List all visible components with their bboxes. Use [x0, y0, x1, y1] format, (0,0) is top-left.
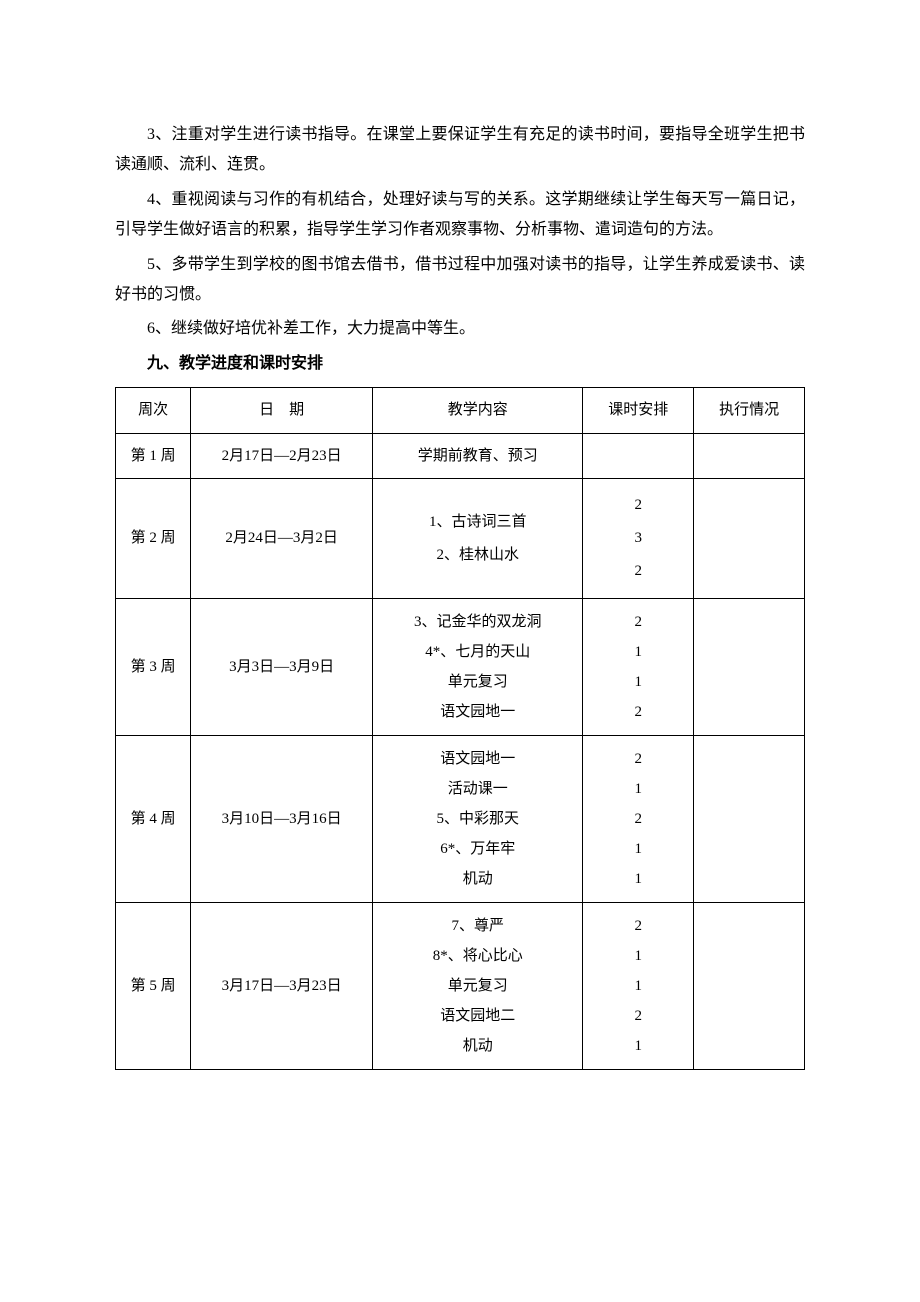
- cell-week: 第 1 周: [116, 433, 191, 479]
- table-row: 第 3 周 3月3日—3月9日 3、记金华的双龙洞 4*、七月的天山 单元复习 …: [116, 599, 805, 736]
- cell-status: [694, 599, 805, 736]
- hours-line: 1: [587, 864, 689, 894]
- header-content: 教学内容: [372, 388, 582, 434]
- table-header-row: 周次 日 期 教学内容 课时安排 执行情况: [116, 388, 805, 434]
- cell-hours: 2 1 1 2: [583, 599, 694, 736]
- hours-line: 2: [587, 911, 689, 941]
- hours-line: 2: [587, 804, 689, 834]
- hours-line: 2: [587, 607, 689, 637]
- content-line: 1、古诗词三首: [377, 506, 578, 539]
- content-line: 4*、七月的天山: [377, 637, 578, 667]
- paragraph-5: 5、多带学生到学校的图书馆去借书，借书过程中加强对读书的指导，让学生养成爱读书、…: [115, 250, 805, 311]
- table-row: 第 2 周 2月24日—3月2日 1、古诗词三首 2、桂林山水 2 3 2: [116, 479, 805, 599]
- cell-content: 语文园地一 活动课一 5、中彩那天 6*、万年牢 机动: [372, 736, 582, 903]
- content-line: 单元复习: [377, 971, 578, 1001]
- cell-content: 3、记金华的双龙洞 4*、七月的天山 单元复习 语文园地一: [372, 599, 582, 736]
- hours-line: 1: [587, 1031, 689, 1061]
- cell-status: [694, 479, 805, 599]
- cell-date: 3月10日—3月16日: [191, 736, 373, 903]
- content-line: 活动课一: [377, 774, 578, 804]
- content-line: 5、中彩那天: [377, 804, 578, 834]
- content-line: 语文园地一: [377, 697, 578, 727]
- cell-hours: [583, 433, 694, 479]
- cell-week: 第 4 周: [116, 736, 191, 903]
- hours-line: 2: [587, 555, 689, 588]
- hours-line: 1: [587, 667, 689, 697]
- paragraph-6: 6、继续做好培优补差工作，大力提高中等生。: [115, 314, 805, 344]
- hours-line: 2: [587, 489, 689, 522]
- paragraph-3: 3、注重对学生进行读书指导。在课堂上要保证学生有充足的读书时间，要指导全班学生把…: [115, 120, 805, 181]
- table-row: 第 1 周 2月17日—2月23日 学期前教育、预习: [116, 433, 805, 479]
- cell-content: 1、古诗词三首 2、桂林山水: [372, 479, 582, 599]
- cell-content: 7、尊严 8*、将心比心 单元复习 语文园地二 机动: [372, 903, 582, 1070]
- hours-line: 3: [587, 522, 689, 555]
- hours-line: 1: [587, 971, 689, 1001]
- hours-line: 1: [587, 774, 689, 804]
- table-row: 第 4 周 3月10日—3月16日 语文园地一 活动课一 5、中彩那天 6*、万…: [116, 736, 805, 903]
- cell-status: [694, 903, 805, 1070]
- cell-date: 2月24日—3月2日: [191, 479, 373, 599]
- hours-line: 2: [587, 697, 689, 727]
- content-line: 语文园地一: [377, 744, 578, 774]
- header-date: 日 期: [191, 388, 373, 434]
- content-line: 3、记金华的双龙洞: [377, 607, 578, 637]
- cell-status: [694, 736, 805, 903]
- paragraph-4: 4、重视阅读与习作的有机结合，处理好读与写的关系。这学期继续让学生每天写一篇日记…: [115, 185, 805, 246]
- content-line: 单元复习: [377, 667, 578, 697]
- hours-line: 1: [587, 834, 689, 864]
- cell-hours: 2 1 2 1 1: [583, 736, 694, 903]
- schedule-table: 周次 日 期 教学内容 课时安排 执行情况 第 1 周 2月17日—2月23日 …: [115, 387, 805, 1070]
- hours-line: 1: [587, 637, 689, 667]
- cell-hours: 2 3 2: [583, 479, 694, 599]
- section-title: 九、教学进度和课时安排: [115, 349, 805, 379]
- cell-status: [694, 433, 805, 479]
- cell-date: 3月17日—3月23日: [191, 903, 373, 1070]
- content-line: 语文园地二: [377, 1001, 578, 1031]
- hours-line: 2: [587, 1001, 689, 1031]
- content-line: 机动: [377, 864, 578, 894]
- hours-line: 1: [587, 941, 689, 971]
- content-line: 8*、将心比心: [377, 941, 578, 971]
- cell-week: 第 2 周: [116, 479, 191, 599]
- header-week: 周次: [116, 388, 191, 434]
- cell-content: 学期前教育、预习: [372, 433, 582, 479]
- cell-week: 第 3 周: [116, 599, 191, 736]
- cell-hours: 2 1 1 2 1: [583, 903, 694, 1070]
- cell-date: 2月17日—2月23日: [191, 433, 373, 479]
- content-line: 机动: [377, 1031, 578, 1061]
- header-status: 执行情况: [694, 388, 805, 434]
- content-line: 2、桂林山水: [377, 539, 578, 572]
- cell-week: 第 5 周: [116, 903, 191, 1070]
- content-line: 6*、万年牢: [377, 834, 578, 864]
- header-hours: 课时安排: [583, 388, 694, 434]
- hours-line: 2: [587, 744, 689, 774]
- cell-date: 3月3日—3月9日: [191, 599, 373, 736]
- table-row: 第 5 周 3月17日—3月23日 7、尊严 8*、将心比心 单元复习 语文园地…: [116, 903, 805, 1070]
- content-line: 7、尊严: [377, 911, 578, 941]
